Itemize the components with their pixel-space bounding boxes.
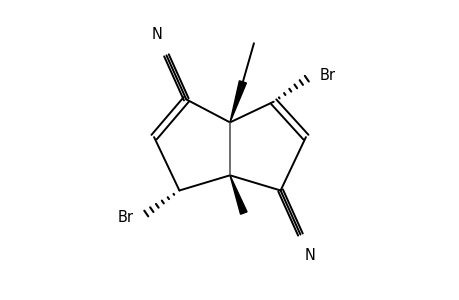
Text: Br: Br bbox=[117, 210, 133, 225]
Text: N: N bbox=[151, 27, 162, 42]
Text: Br: Br bbox=[319, 68, 335, 82]
Text: N: N bbox=[304, 248, 315, 262]
Polygon shape bbox=[230, 175, 246, 214]
Polygon shape bbox=[230, 81, 246, 122]
